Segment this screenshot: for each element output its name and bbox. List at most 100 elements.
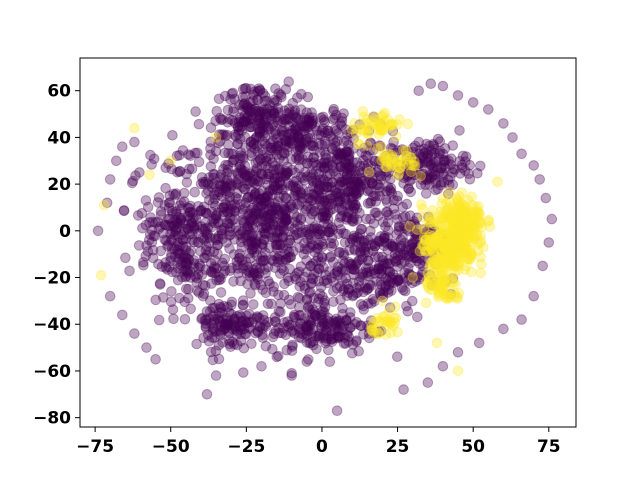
scatter-point-purple bbox=[272, 141, 284, 152]
scatter-point-purple bbox=[225, 206, 236, 217]
scatter-point-purple bbox=[224, 265, 236, 277]
scatter-point-purple bbox=[306, 238, 317, 250]
scatter-point-purple bbox=[172, 257, 183, 268]
scatter-point-purple bbox=[251, 163, 263, 174]
scatter-point-purple bbox=[356, 147, 367, 158]
scatter-point-purple bbox=[432, 133, 444, 145]
scatter-point-purple bbox=[300, 166, 311, 178]
scatter-point-purple bbox=[219, 147, 230, 159]
scatter-point-purple bbox=[261, 191, 273, 202]
scatter-point-purple bbox=[259, 104, 270, 115]
scatter-point-purple bbox=[250, 105, 262, 117]
scatter-point-purple bbox=[201, 249, 213, 261]
scatter-point-purple bbox=[322, 161, 333, 173]
scatter-point-yellow bbox=[377, 295, 388, 307]
scatter-point-purple bbox=[229, 206, 241, 217]
scatter-point-purple bbox=[232, 138, 243, 150]
scatter-point-purple bbox=[292, 113, 304, 124]
scatter-point-purple bbox=[217, 210, 229, 221]
scatter-point-purple bbox=[172, 167, 183, 178]
scatter-point-purple bbox=[288, 176, 300, 188]
scatter-point-purple bbox=[220, 130, 231, 142]
scatter-point-purple bbox=[296, 196, 308, 207]
scatter-point-purple bbox=[335, 152, 347, 163]
scatter-point-purple bbox=[288, 311, 300, 323]
scatter-point-purple bbox=[138, 260, 149, 271]
scatter-point-purple bbox=[260, 287, 272, 299]
scatter-point-purple bbox=[540, 192, 552, 204]
scatter-point-purple bbox=[219, 253, 230, 265]
scatter-point-purple bbox=[234, 99, 245, 111]
scatter-point-purple bbox=[315, 174, 327, 186]
scatter-point-purple bbox=[335, 161, 346, 173]
scatter-point-purple bbox=[256, 361, 267, 372]
scatter-point-purple bbox=[263, 227, 274, 239]
scatter-point-purple bbox=[319, 127, 331, 138]
scatter-point-purple bbox=[352, 177, 364, 188]
scatter-point-purple bbox=[229, 213, 240, 224]
scatter-point-yellow bbox=[466, 220, 477, 232]
scatter-point-purple bbox=[292, 233, 304, 244]
scatter-point-purple bbox=[247, 243, 258, 255]
scatter-point-purple bbox=[345, 259, 356, 270]
scatter-point-purple bbox=[197, 232, 208, 244]
scatter-point-purple bbox=[387, 125, 399, 137]
scatter-point-purple bbox=[251, 269, 262, 281]
scatter-point-purple bbox=[276, 217, 287, 229]
scatter-point-purple bbox=[350, 185, 361, 196]
scatter-point-purple bbox=[178, 266, 189, 277]
scatter-point-purple bbox=[250, 206, 262, 218]
scatter-point-purple bbox=[235, 275, 246, 287]
scatter-point-purple bbox=[308, 188, 320, 200]
scatter-point-purple bbox=[304, 192, 315, 204]
scatter-point-purple bbox=[322, 194, 333, 206]
scatter-point-purple bbox=[210, 233, 221, 244]
scatter-point-purple bbox=[230, 192, 241, 203]
scatter-point-purple bbox=[336, 112, 348, 124]
scatter-point-purple bbox=[369, 268, 381, 279]
scatter-point-purple bbox=[152, 216, 164, 228]
scatter-point-purple bbox=[174, 253, 185, 265]
scatter-point-purple bbox=[212, 240, 223, 251]
scatter-point-purple bbox=[212, 233, 224, 244]
scatter-point-purple bbox=[177, 234, 188, 245]
scatter-point-purple bbox=[345, 164, 356, 176]
scatter-point-yellow bbox=[129, 122, 140, 134]
scatter-point-purple bbox=[369, 238, 380, 250]
scatter-point-purple bbox=[240, 142, 251, 153]
scatter-point-purple bbox=[243, 229, 254, 241]
scatter-point-purple bbox=[335, 189, 347, 200]
scatter-point-purple bbox=[263, 213, 274, 225]
scatter-point-purple bbox=[218, 202, 230, 214]
scatter-point-purple bbox=[169, 229, 181, 241]
scatter-point-purple bbox=[349, 165, 361, 177]
scatter-point-purple bbox=[516, 148, 527, 160]
scatter-point-purple bbox=[246, 219, 258, 231]
scatter-point-purple bbox=[356, 167, 367, 178]
scatter-point-purple bbox=[452, 347, 464, 358]
scatter-point-purple bbox=[295, 214, 307, 226]
scatter-point-purple bbox=[343, 139, 354, 151]
scatter-point-purple bbox=[246, 121, 257, 133]
scatter-point-purple bbox=[354, 165, 366, 177]
scatter-point-purple bbox=[257, 135, 268, 147]
scatter-point-purple bbox=[354, 119, 366, 130]
scatter-point-purple bbox=[259, 228, 271, 239]
scatter-point-purple bbox=[382, 217, 394, 228]
scatter-point-purple bbox=[282, 167, 293, 179]
scatter-point-purple bbox=[258, 222, 269, 234]
scatter-point-purple bbox=[383, 152, 395, 164]
scatter-point-purple bbox=[278, 147, 290, 159]
scatter-point-purple bbox=[369, 241, 381, 252]
scatter-point-purple bbox=[118, 205, 130, 216]
scatter-point-purple bbox=[232, 138, 244, 150]
scatter-point-purple bbox=[214, 186, 225, 198]
scatter-point-purple bbox=[326, 177, 338, 188]
scatter-point-purple bbox=[237, 181, 248, 193]
scatter-point-purple bbox=[307, 194, 318, 206]
scatter-point-purple bbox=[272, 239, 284, 251]
scatter-point-purple bbox=[202, 208, 213, 219]
scatter-point-purple bbox=[279, 171, 290, 182]
scatter-point-purple bbox=[295, 104, 307, 115]
scatter-point-purple bbox=[316, 200, 328, 211]
